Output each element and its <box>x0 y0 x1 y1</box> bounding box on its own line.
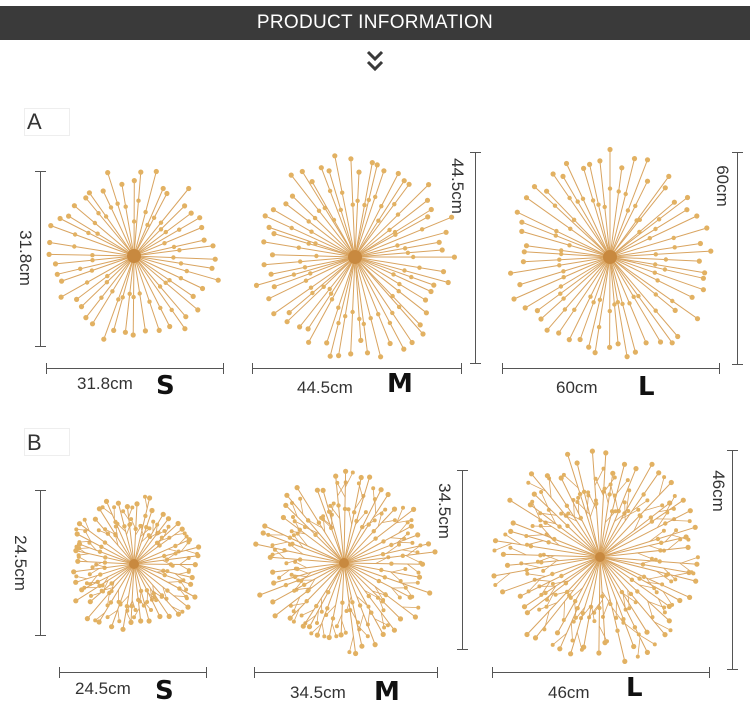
product-b-m-height-line <box>457 470 468 650</box>
product-b-l-height: 46cm <box>709 470 728 512</box>
page-title: PRODUCT INFORMATION <box>256 12 494 33</box>
chevron-down-icon <box>366 50 384 72</box>
product-a-m-height-line <box>470 152 481 364</box>
product-a-s-width: 31.8cm <box>77 374 133 393</box>
product-b-s-height-line <box>35 490 46 636</box>
product-b-m-height: 34.5cm <box>435 483 454 539</box>
product-a-l-width-line <box>502 363 720 374</box>
product-b-s-width: 24.5cm <box>75 679 131 698</box>
product-a-l-height-line <box>732 152 743 365</box>
product-b-s-height: 24.5cm <box>11 535 30 591</box>
product-a-m-size: M <box>387 369 413 399</box>
header-bar: PRODUCT INFORMATION <box>0 6 750 40</box>
product-a-l-height: 60cm <box>713 165 732 207</box>
product-a-s-height-line <box>35 171 46 347</box>
product-b-m-width-line <box>254 667 438 678</box>
group-b-box <box>24 428 70 456</box>
product-b-l-size: L <box>626 673 643 703</box>
product-b-s-width-line <box>59 667 207 678</box>
group-b-letter: B <box>27 430 42 455</box>
product-b-m-size: M <box>374 677 400 707</box>
product-b-l-height-line <box>727 450 738 670</box>
product-b-l-width-line <box>492 667 710 678</box>
product-b-l-width: 46cm <box>548 683 590 702</box>
product-b-s-size: S <box>155 676 174 706</box>
product-a-s-width-line <box>46 363 224 374</box>
product-a-m-height: 44.5cm <box>448 158 467 214</box>
product-a-l-width: 60cm <box>556 378 598 397</box>
group-a-box <box>24 108 70 136</box>
product-a-m-width: 44.5cm <box>297 378 353 397</box>
product-b-m-width: 34.5cm <box>290 683 346 702</box>
product-a-m-width-line <box>252 363 462 374</box>
product-a-s-size: S <box>156 371 175 401</box>
group-a-letter: A <box>27 109 42 134</box>
product-a-s-height: 31.8cm <box>16 230 35 286</box>
product-a-l-size: L <box>638 372 655 402</box>
